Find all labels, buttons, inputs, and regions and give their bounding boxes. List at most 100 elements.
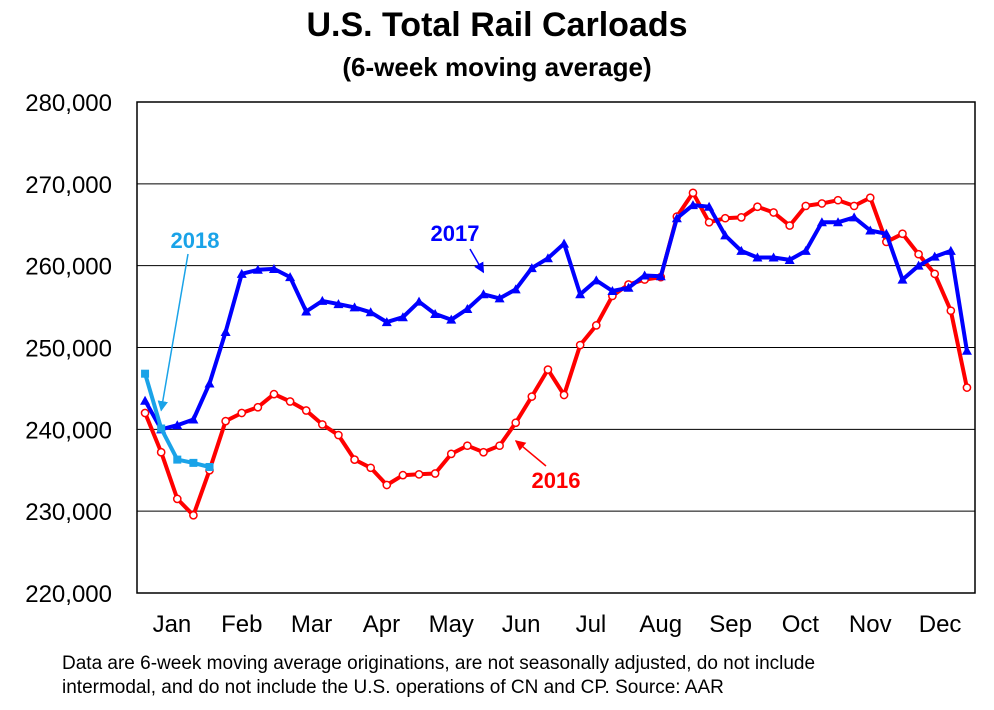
data-point-2017 <box>542 253 553 263</box>
data-point-2016 <box>962 383 972 392</box>
data-point-2017 <box>430 308 441 318</box>
data-point-2017 <box>865 225 876 235</box>
data-point-2018 <box>205 462 214 471</box>
y-tick-label: 270,000 <box>25 172 112 199</box>
x-tick-label: Jan <box>153 611 192 638</box>
data-point-2017 <box>285 272 296 282</box>
data-point-2016 <box>769 208 778 217</box>
y-tick-label: 230,000 <box>25 499 112 526</box>
data-point-2016 <box>463 441 472 451</box>
data-point-2017 <box>591 275 602 285</box>
chart-title: U.S. Total Rail Carloads <box>306 6 688 44</box>
y-tick-label: 240,000 <box>25 417 112 444</box>
data-point-2017 <box>365 307 376 317</box>
data-point-2016 <box>865 193 875 203</box>
x-tick-label: Nov <box>849 611 892 638</box>
data-point-2017 <box>188 414 199 424</box>
data-point-2017 <box>204 378 215 388</box>
y-tick-label: 220,000 <box>25 581 112 608</box>
data-point-2016 <box>817 199 827 208</box>
x-tick-label: Mar <box>291 611 332 638</box>
data-point-2017 <box>268 263 279 273</box>
y-tick-label: 280,000 <box>25 90 112 117</box>
data-point-2016 <box>575 340 585 350</box>
data-point-2017 <box>317 295 328 305</box>
data-point-2017 <box>559 238 570 248</box>
data-point-2016 <box>414 469 424 479</box>
series-annotations: 2018 2017 2016 <box>157 221 580 493</box>
x-tick-label: Jul <box>576 611 607 638</box>
data-point-2016 <box>269 389 279 399</box>
data-point-2017 <box>510 284 521 294</box>
data-point-2017 <box>172 420 183 430</box>
data-point-2016 <box>753 202 762 212</box>
data-point-2017 <box>881 228 892 238</box>
data-point-2016 <box>527 392 537 401</box>
data-point-2017 <box>720 230 731 240</box>
y-tick-label: 250,000 <box>25 336 112 363</box>
data-point-2016 <box>172 494 182 504</box>
data-point-2016 <box>253 402 263 412</box>
series-line-2017 <box>143 203 969 432</box>
series-line-2016 <box>143 190 969 518</box>
data-point-2016 <box>898 229 907 239</box>
data-point-2017 <box>736 245 747 255</box>
annotation-label-2018: 2018 <box>171 228 220 253</box>
data-point-2016 <box>366 463 376 473</box>
data-point-2017 <box>397 312 408 322</box>
data-point-2016 <box>189 510 198 520</box>
series-2018 <box>141 369 214 471</box>
x-tick-label: May <box>429 611 474 638</box>
data-point-2017 <box>414 296 425 306</box>
data-point-2017 <box>816 217 827 227</box>
data-point-2017 <box>349 302 360 312</box>
data-point-2016 <box>398 470 408 480</box>
data-point-2017 <box>381 317 392 327</box>
data-point-2017 <box>897 274 908 284</box>
data-point-2017 <box>833 217 844 227</box>
data-point-2017 <box>301 306 312 316</box>
footnote-line-1: Data are 6-week moving average originati… <box>62 653 816 674</box>
data-point-2017 <box>252 264 263 274</box>
x-tick-label: Dec <box>919 611 962 638</box>
data-point-2016 <box>559 390 569 400</box>
data-point-2016 <box>430 469 440 478</box>
data-point-2016 <box>833 195 843 205</box>
data-point-2016 <box>688 188 698 198</box>
data-point-2017 <box>462 304 473 314</box>
y-axis-ticks: 220,000 230,000 240,000 250,000 260,000 270,0… <box>25 90 112 608</box>
data-point-2016 <box>543 365 553 374</box>
data-point-2017 <box>687 200 698 210</box>
data-point-2016 <box>382 480 392 490</box>
data-point-2016 <box>446 449 456 459</box>
data-point-2017 <box>929 251 940 261</box>
data-point-2016 <box>591 321 601 330</box>
data-point-2016 <box>156 447 166 457</box>
data-point-2017 <box>575 289 586 299</box>
data-point-2017 <box>800 245 811 255</box>
data-point-2017 <box>478 289 489 299</box>
data-point-2016 <box>334 430 343 440</box>
data-point-2017 <box>752 252 763 262</box>
x-axis-ticks: Jan Feb Mar Apr May Jun Jul Aug Sep Oct Nov Dec <box>153 611 962 638</box>
annotation-arrow-2017 <box>469 248 485 274</box>
x-tick-label: Jun <box>502 611 541 638</box>
data-point-2018 <box>157 424 166 433</box>
annotation-arrow-2016 <box>514 440 547 467</box>
footnote-line-2: intermodal, and do not include the U.S. … <box>62 677 724 698</box>
footnote: Data are 6-week moving average originati… <box>62 652 982 700</box>
data-point-2016 <box>849 201 859 211</box>
data-point-2017 <box>849 212 860 222</box>
data-point-2017 <box>623 282 634 292</box>
data-point-2017 <box>639 270 650 280</box>
data-point-2018 <box>173 455 182 464</box>
data-point-2016 <box>704 217 714 227</box>
data-point-2016 <box>237 408 247 418</box>
data-point-2017 <box>494 293 505 303</box>
data-point-2016 <box>350 455 359 464</box>
data-point-2016 <box>785 221 795 230</box>
data-point-2017 <box>607 286 618 296</box>
x-tick-label: Feb <box>221 611 262 638</box>
series-2017 <box>140 200 972 434</box>
x-tick-label: Oct <box>782 611 820 638</box>
